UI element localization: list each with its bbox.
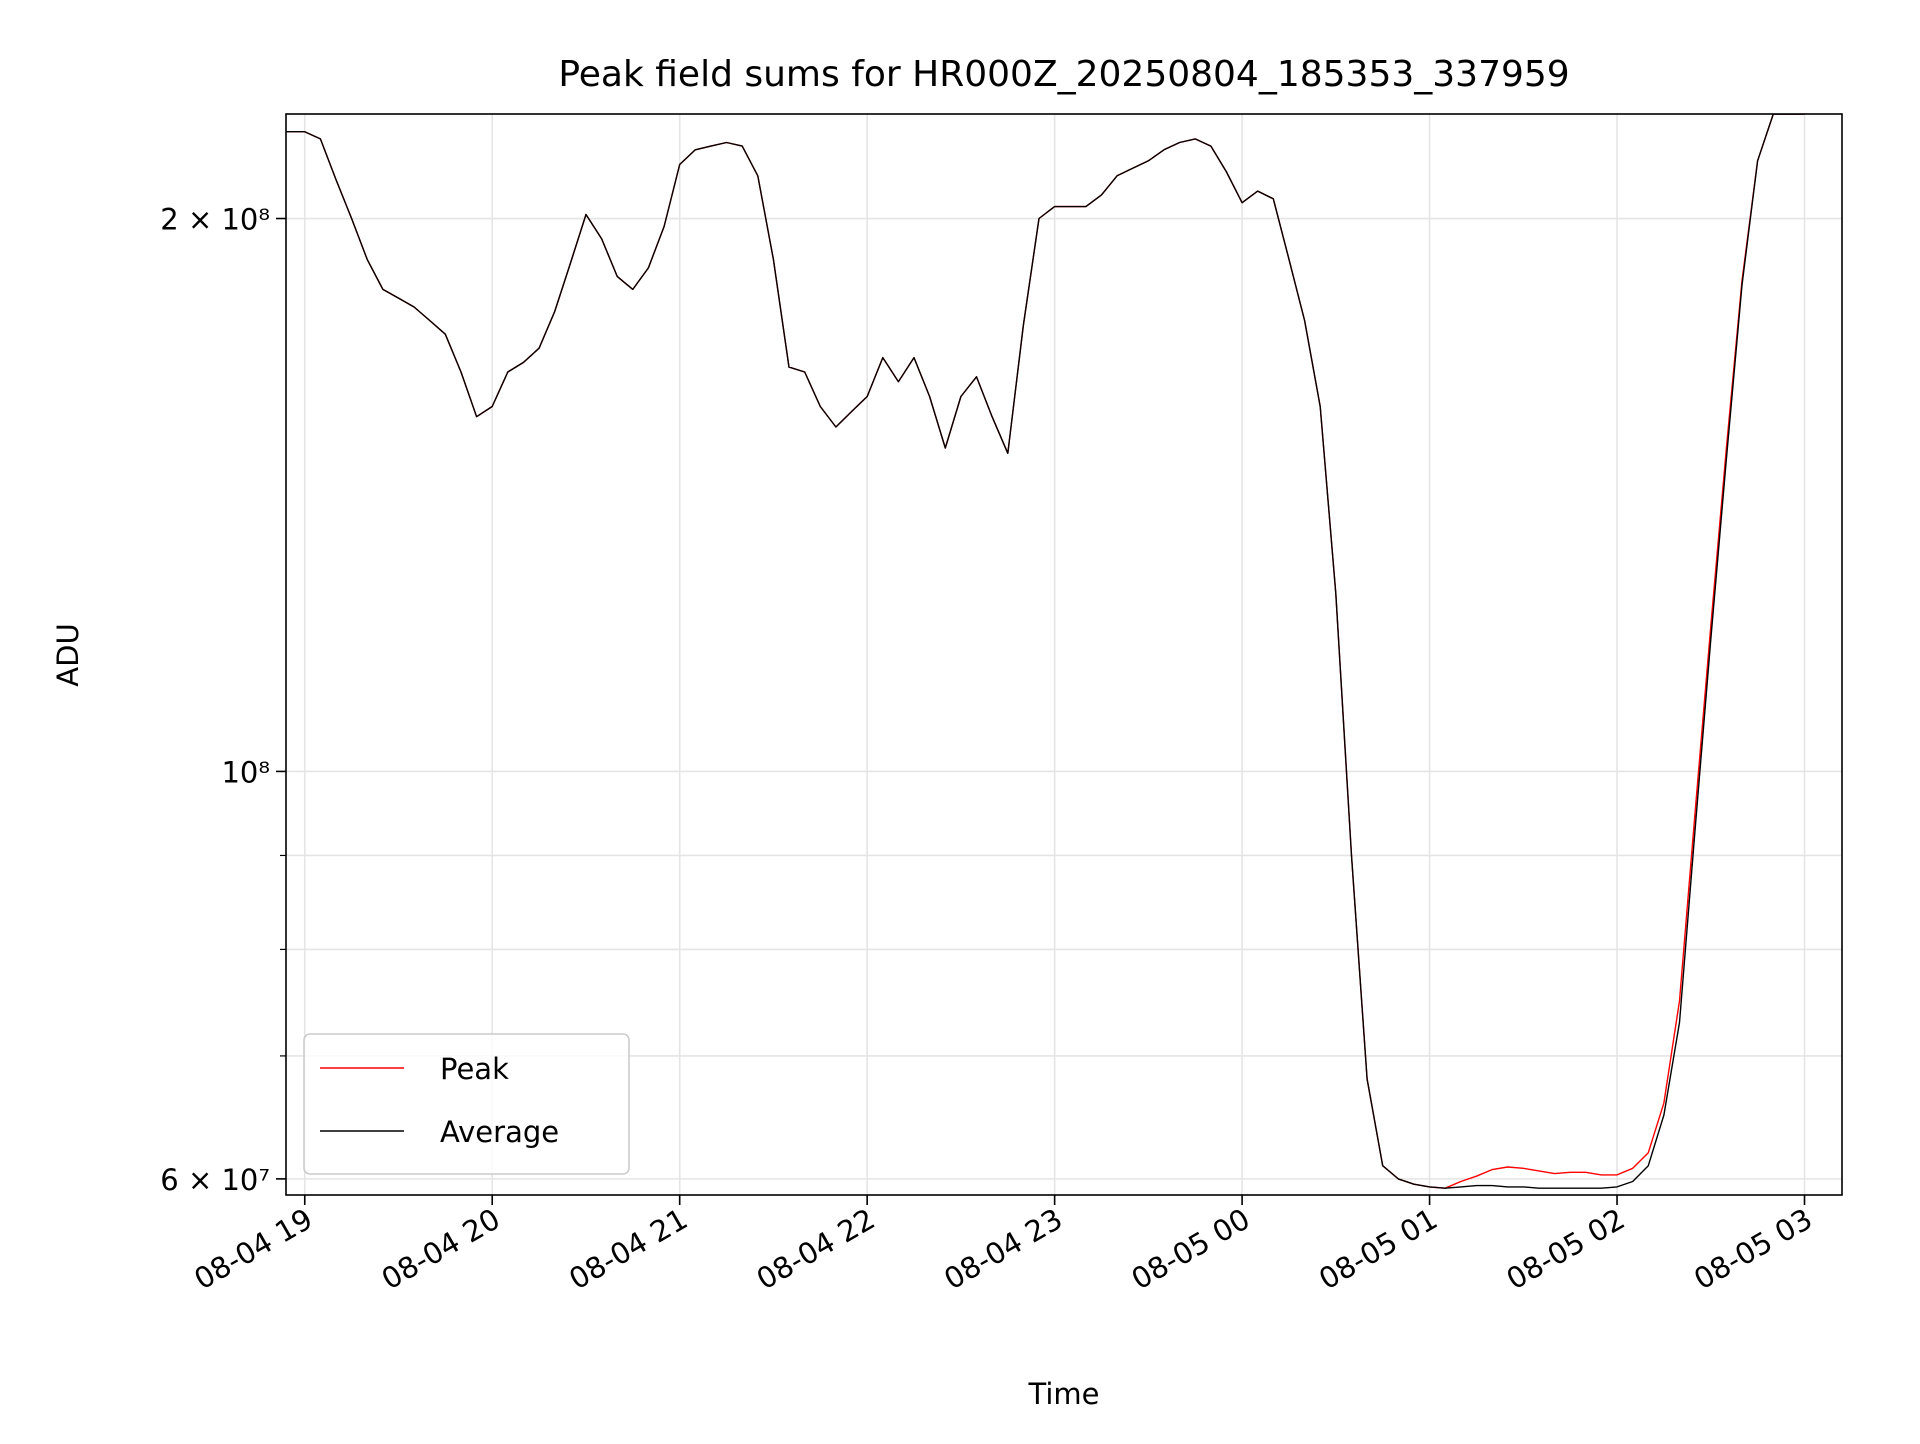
series-line-average (286, 114, 1805, 1189)
y-tick-label: 6 × 10⁷ (160, 1163, 270, 1197)
y-tick-label: 2 × 10⁸ (160, 203, 270, 237)
grid-layer (286, 114, 1842, 1195)
legend-average-label: Average (440, 1115, 559, 1149)
x-axis-label: Time (1028, 1377, 1100, 1411)
chart-title: Peak field sums for HR000Z_20250804_1853… (558, 54, 1569, 95)
y-tick-label: 10⁸ (221, 755, 270, 789)
legend-box (303, 1033, 630, 1175)
series-layer (286, 114, 1805, 1189)
plot-area-frame (285, 113, 1843, 1196)
y-axis-ticks: 6 × 10⁷ 10⁸ 2 × 10⁸ (160, 203, 286, 1197)
legend-peak-label: Peak (440, 1052, 509, 1086)
legend: Peak Average (303, 1033, 630, 1175)
y-axis-label: ADU (51, 623, 85, 686)
